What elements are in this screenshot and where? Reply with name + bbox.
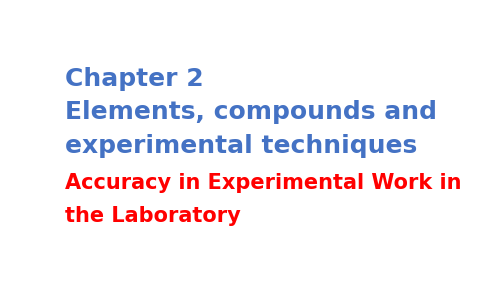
Text: Chapter 2: Chapter 2 bbox=[65, 67, 203, 91]
Text: experimental techniques: experimental techniques bbox=[65, 134, 417, 158]
Text: Accuracy in Experimental Work in: Accuracy in Experimental Work in bbox=[65, 173, 462, 193]
Text: Elements, compounds and: Elements, compounds and bbox=[65, 100, 437, 124]
Text: the Laboratory: the Laboratory bbox=[65, 206, 241, 226]
